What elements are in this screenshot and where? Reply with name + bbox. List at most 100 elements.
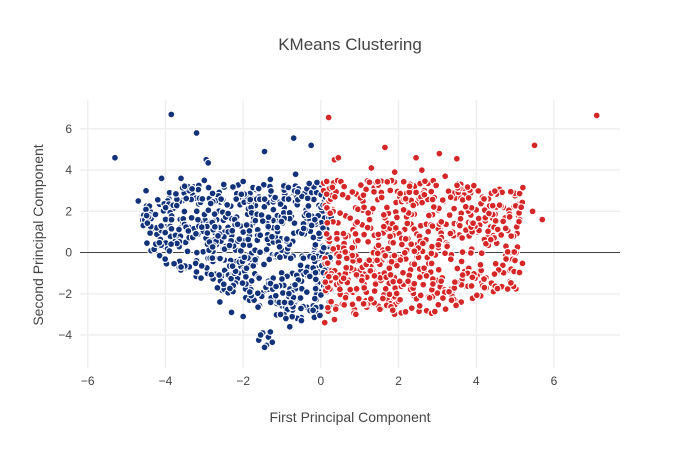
data-point-cluster-1	[374, 241, 383, 250]
data-point-cluster-1	[354, 294, 363, 303]
data-point-cluster-1	[373, 249, 382, 258]
data-point-cluster-1	[503, 285, 512, 293]
data-point-cluster-0	[246, 195, 255, 204]
data-point-cluster-0	[254, 303, 262, 312]
data-point-cluster-1	[378, 294, 387, 303]
data-point-cluster-1	[333, 234, 341, 243]
data-point-cluster-1	[452, 301, 461, 310]
data-point-cluster-1	[469, 219, 478, 228]
data-point-cluster-1	[427, 242, 436, 251]
data-point-cluster-1	[418, 239, 427, 248]
data-point-cluster-1	[434, 240, 443, 249]
data-point-cluster-1	[346, 214, 355, 223]
data-point-cluster-0	[167, 240, 176, 249]
data-point-cluster-1	[391, 223, 400, 232]
data-point-cluster-1	[331, 273, 340, 282]
data-point-cluster-1	[346, 285, 355, 294]
data-point-cluster-1	[506, 187, 515, 196]
data-point-cluster-1	[515, 268, 524, 277]
data-point-cluster-0	[313, 178, 321, 187]
data-point-cluster-1	[507, 232, 516, 241]
data-point-cluster-0	[316, 311, 324, 320]
data-point-cluster-0	[275, 242, 284, 251]
data-point-cluster-0	[302, 288, 311, 297]
data-point-cluster-1	[491, 216, 500, 225]
data-point-cluster-0	[309, 306, 318, 315]
data-point-cluster-1	[385, 264, 394, 273]
data-point-cluster-0	[192, 248, 201, 257]
y-tick-label: 6	[65, 122, 72, 136]
data-point-cluster-0	[192, 207, 201, 216]
data-point-cluster-1	[495, 201, 504, 210]
data-point-cluster-1	[468, 273, 477, 282]
data-point-cluster-1	[450, 278, 459, 287]
data-point-cluster-1	[501, 224, 510, 233]
data-point-cluster-1	[447, 296, 456, 305]
data-point-cluster-1	[392, 213, 401, 222]
data-point-cluster-1	[335, 252, 344, 261]
data-point-cluster-0	[161, 203, 170, 212]
data-point-cluster-0	[259, 180, 268, 189]
data-point-cluster-1	[458, 233, 467, 242]
y-tick-label: −2	[58, 287, 72, 301]
data-point-cluster-1	[407, 240, 416, 249]
data-point-cluster-1	[490, 270, 499, 278]
data-point-cluster-1	[329, 244, 338, 253]
data-point-cluster-1	[437, 277, 446, 286]
data-point-cluster-1	[453, 181, 461, 190]
data-point-cluster-0	[219, 280, 228, 289]
data-point-cluster-1	[486, 235, 495, 244]
data-point-cluster-0	[142, 186, 150, 195]
data-point-cluster-1	[386, 270, 395, 279]
data-point-cluster-1	[322, 177, 331, 186]
data-point-cluster-1	[381, 251, 390, 260]
data-point-cluster-0	[254, 184, 263, 193]
data-point-cluster-1	[410, 247, 419, 256]
data-point-cluster-1	[366, 266, 375, 275]
data-point-cluster-0	[310, 215, 319, 224]
data-point-cluster-1	[446, 229, 455, 238]
data-point-cluster-1	[366, 294, 375, 303]
data-point-cluster-0	[244, 235, 253, 244]
data-point-cluster-0	[291, 170, 300, 179]
data-point-cluster-0	[192, 267, 201, 276]
data-point-cluster-1	[383, 177, 392, 186]
data-point-cluster-0	[227, 308, 236, 317]
data-point-cluster-1	[515, 189, 524, 198]
x-tick-label: 0	[318, 374, 325, 388]
data-point-cluster-1	[474, 186, 483, 195]
data-point-cluster-0	[142, 211, 151, 220]
y-tick-label: −4	[58, 328, 72, 342]
data-point-cluster-1	[445, 287, 454, 296]
data-point-cluster-1	[467, 282, 476, 290]
data-point-cluster-1	[469, 181, 478, 190]
data-point-cluster-0	[180, 182, 189, 191]
data-point-cluster-1	[506, 278, 515, 287]
data-point-cluster-0	[266, 327, 275, 336]
data-point-cluster-0	[256, 231, 265, 240]
data-point-cluster-0	[146, 229, 155, 238]
data-point-cluster-0	[233, 220, 242, 229]
data-point-cluster-0	[260, 343, 269, 352]
data-point-cluster-1	[457, 257, 466, 266]
data-point-cluster-0	[206, 199, 215, 208]
data-point-cluster-1	[355, 256, 364, 265]
data-point-cluster-0	[215, 298, 224, 306]
data-point-cluster-0	[142, 239, 151, 248]
data-point-cluster-1	[497, 230, 506, 239]
data-point-cluster-1	[381, 284, 390, 293]
data-point-cluster-0	[253, 289, 262, 298]
data-points	[111, 110, 601, 352]
data-point-cluster-0	[228, 226, 237, 235]
data-point-cluster-1	[396, 295, 405, 304]
data-point-cluster-1	[415, 273, 424, 282]
data-point-cluster-0	[296, 304, 305, 313]
data-point-cluster-1	[456, 214, 465, 223]
data-point-cluster-1	[518, 183, 527, 192]
data-point-cluster-0	[210, 222, 219, 231]
data-point-cluster-1	[389, 277, 398, 286]
data-point-cluster-1	[392, 261, 401, 270]
data-point-cluster-0	[316, 291, 325, 299]
data-point-cluster-1	[480, 195, 488, 203]
